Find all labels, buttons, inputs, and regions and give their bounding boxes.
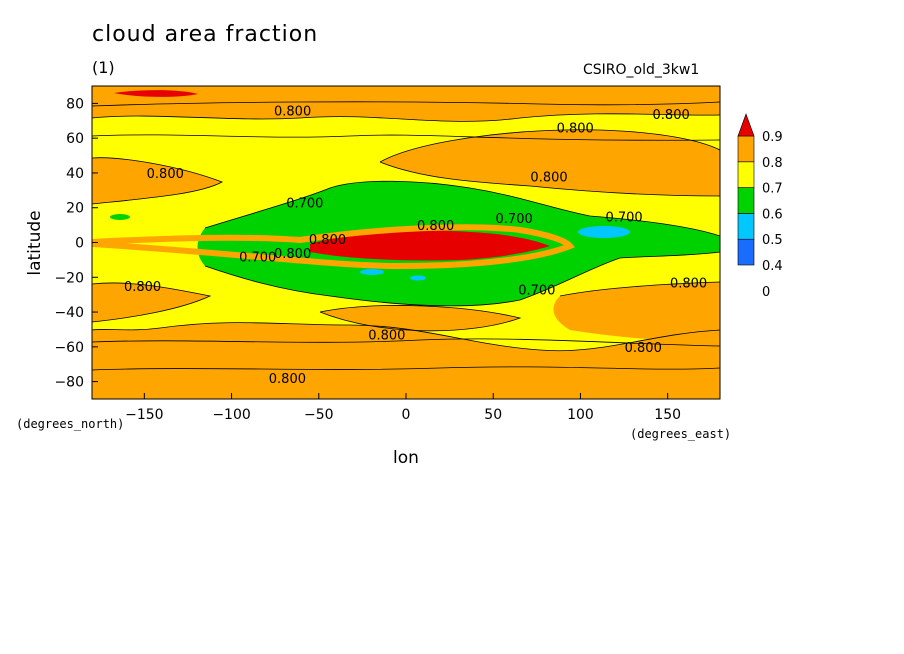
- field-core-ring: [92, 224, 575, 270]
- y-tick-label: −20: [54, 270, 84, 286]
- y-tick-label: 40: [66, 166, 84, 182]
- colorbar: 0 0.4 0.5 0.6 0.7 0.8 0.9: [737, 113, 783, 300]
- contour-label: 0.800: [309, 233, 346, 248]
- axes: −150 −100 −50 0 50 100 150 −80 −60 −40 −20 0 20 40 60 8…: [54, 96, 681, 423]
- x-tick-label: −50: [304, 407, 334, 423]
- field-cyan-mid2: [410, 275, 426, 281]
- x-axis-label: lon: [393, 448, 419, 468]
- cloud-field: [92, 86, 720, 399]
- contour-label: 0.800: [625, 341, 662, 356]
- field-patch-se: [553, 282, 720, 341]
- colorbar-level-label: 0.4: [762, 259, 783, 274]
- field-patch-sw: [92, 282, 210, 322]
- contour-label: 0.800: [557, 122, 594, 137]
- contour-label: 0.700: [496, 212, 533, 227]
- x-tick-label: 100: [567, 407, 594, 423]
- contour-label: 0.800: [653, 108, 690, 123]
- colorbar-segment: [737, 187, 755, 214]
- field-patch-ne: [380, 129, 720, 196]
- colorbar-level-label: 0.7: [762, 182, 783, 197]
- field-cyan-east: [578, 226, 630, 238]
- contour-label: 0.800: [147, 167, 184, 182]
- contour-label: 0.800: [274, 104, 311, 119]
- field-red-arctic: [114, 90, 198, 97]
- contour-label: 0.800: [530, 170, 567, 185]
- x-units-label: (degrees_east): [630, 427, 731, 441]
- field-patch-nw: [92, 157, 222, 204]
- y-tick-label: 80: [66, 96, 84, 112]
- y-tick-label: −80: [54, 375, 84, 391]
- field-red-core: [310, 230, 550, 261]
- x-tick-label: 50: [484, 407, 502, 423]
- y-tick-label: 60: [66, 131, 84, 147]
- contour-label: 0.800: [124, 280, 161, 295]
- colorbar-level-label: 0.8: [762, 156, 783, 171]
- contour-label: 0.800: [368, 329, 405, 344]
- units-label: (1): [92, 58, 115, 77]
- contour-label: 0.700: [518, 283, 555, 298]
- contour-label: 0.800: [417, 219, 454, 234]
- field-green-west: [110, 214, 130, 220]
- colorbar-segment: [737, 238, 755, 266]
- y-tick-label: −40: [54, 305, 84, 321]
- y-units-label: (degrees_north): [16, 417, 124, 431]
- field-patch-sc: [320, 305, 520, 331]
- colorbar-level-label: 0.6: [762, 207, 783, 222]
- x-tick-label: −100: [212, 407, 250, 423]
- x-tick-label: 0: [402, 407, 411, 423]
- contour-label: 0.700: [286, 197, 323, 212]
- colorbar-segment: [737, 161, 755, 188]
- colorbar-level-label: 0.5: [762, 233, 783, 248]
- model-label: CSIRO_old_3kw1: [583, 62, 700, 78]
- colorbar-segment: [737, 213, 755, 240]
- contour-label: 0.800: [269, 372, 306, 387]
- contour-label: 0.700: [605, 210, 642, 225]
- contour-label: 0.800: [670, 276, 707, 291]
- colorbar-level-label: 0.9: [762, 130, 783, 145]
- y-tick-label: 0: [75, 236, 84, 252]
- y-axis-label: latitude: [25, 210, 45, 275]
- field-cyan-mid: [360, 269, 384, 275]
- colorbar-segment: [737, 135, 755, 163]
- contour-label: 0.700: [239, 250, 276, 265]
- contour-lines: [92, 101, 720, 371]
- y-tick-label: 20: [66, 201, 84, 217]
- x-tick-label: 150: [654, 407, 681, 423]
- colorbar-level-label: 0: [762, 285, 770, 300]
- x-tick-label: −150: [125, 407, 163, 423]
- colorbar-triangle: [737, 113, 755, 137]
- y-tick-label: −60: [54, 340, 84, 356]
- contour-label: 0.800: [274, 247, 311, 262]
- chart-title: cloud area fraction: [92, 22, 319, 47]
